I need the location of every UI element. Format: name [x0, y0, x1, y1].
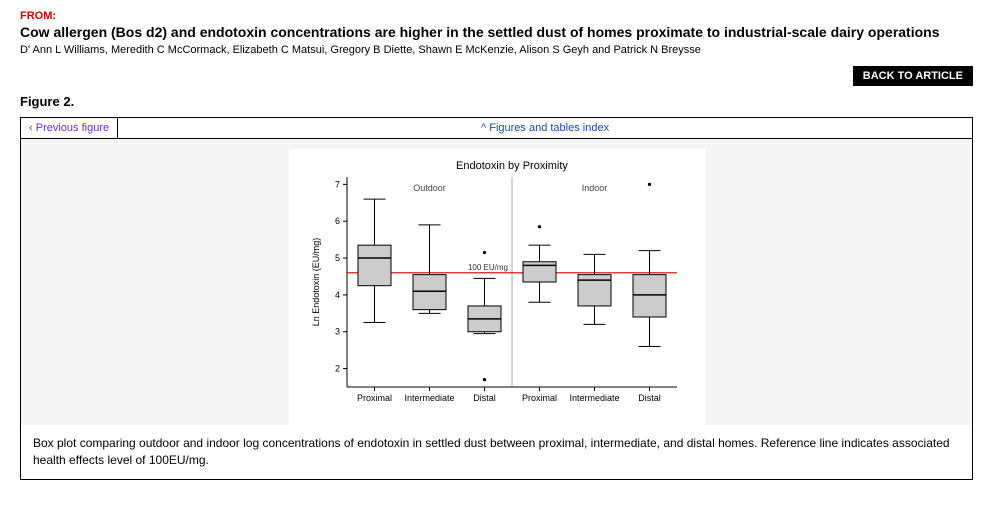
svg-text:Intermediate: Intermediate — [569, 393, 619, 403]
svg-text:4: 4 — [334, 290, 339, 300]
chevron-left-icon: ‹ — [29, 122, 36, 134]
svg-text:Proximal: Proximal — [356, 393, 391, 403]
from-label: FROM: — [20, 10, 973, 22]
figures-index-label: Figures and tables index — [489, 122, 609, 134]
svg-text:Intermediate: Intermediate — [404, 393, 454, 403]
chart-wrap: Endotoxin by Proximity 2 3 4 5 6 7 Ln Endotoxin… — [289, 149, 705, 425]
svg-text:Indoor: Indoor — [581, 183, 607, 193]
back-to-article-button[interactable]: BACK TO ARTICLE — [853, 66, 973, 86]
svg-text:5: 5 — [334, 253, 339, 263]
svg-text:7: 7 — [334, 179, 339, 189]
figure-label: Figure 2. — [20, 94, 973, 109]
svg-text:Outdoor: Outdoor — [413, 183, 446, 193]
figure-caption: Box plot comparing outdoor and indoor lo… — [21, 425, 972, 479]
svg-text:Distal: Distal — [473, 393, 496, 403]
figure-body: Endotoxin by Proximity 2 3 4 5 6 7 Ln Endotoxin… — [21, 139, 972, 479]
article-authors: D' Ann L Williams, Meredith C McCormack,… — [20, 44, 973, 56]
chevron-up-icon: ^ — [481, 122, 489, 134]
figure-nav: ‹ Previous figure ^ Figures and tables i… — [21, 118, 972, 139]
svg-text:Endotoxin by Proximity: Endotoxin by Proximity — [456, 160, 568, 172]
article-title: Cow allergen (Bos d2) and endotoxin conc… — [20, 24, 973, 40]
previous-figure-label: Previous figure — [36, 122, 109, 134]
svg-text:100 EU/mg: 100 EU/mg — [467, 263, 507, 272]
svg-text:Ln Endotoxin (EU/mg): Ln Endotoxin (EU/mg) — [311, 238, 321, 327]
figures-index-link[interactable]: ^ Figures and tables index — [118, 118, 972, 138]
svg-text:3: 3 — [334, 327, 339, 337]
boxplot-chart: Endotoxin by Proximity 2 3 4 5 6 7 Ln Endotoxin… — [297, 157, 697, 417]
svg-text:6: 6 — [334, 216, 339, 226]
svg-text:Proximal: Proximal — [521, 393, 556, 403]
previous-figure-link[interactable]: ‹ Previous figure — [21, 118, 118, 138]
figure-container: ‹ Previous figure ^ Figures and tables i… — [20, 117, 973, 480]
svg-text:2: 2 — [334, 364, 339, 374]
svg-text:Distal: Distal — [638, 393, 661, 403]
